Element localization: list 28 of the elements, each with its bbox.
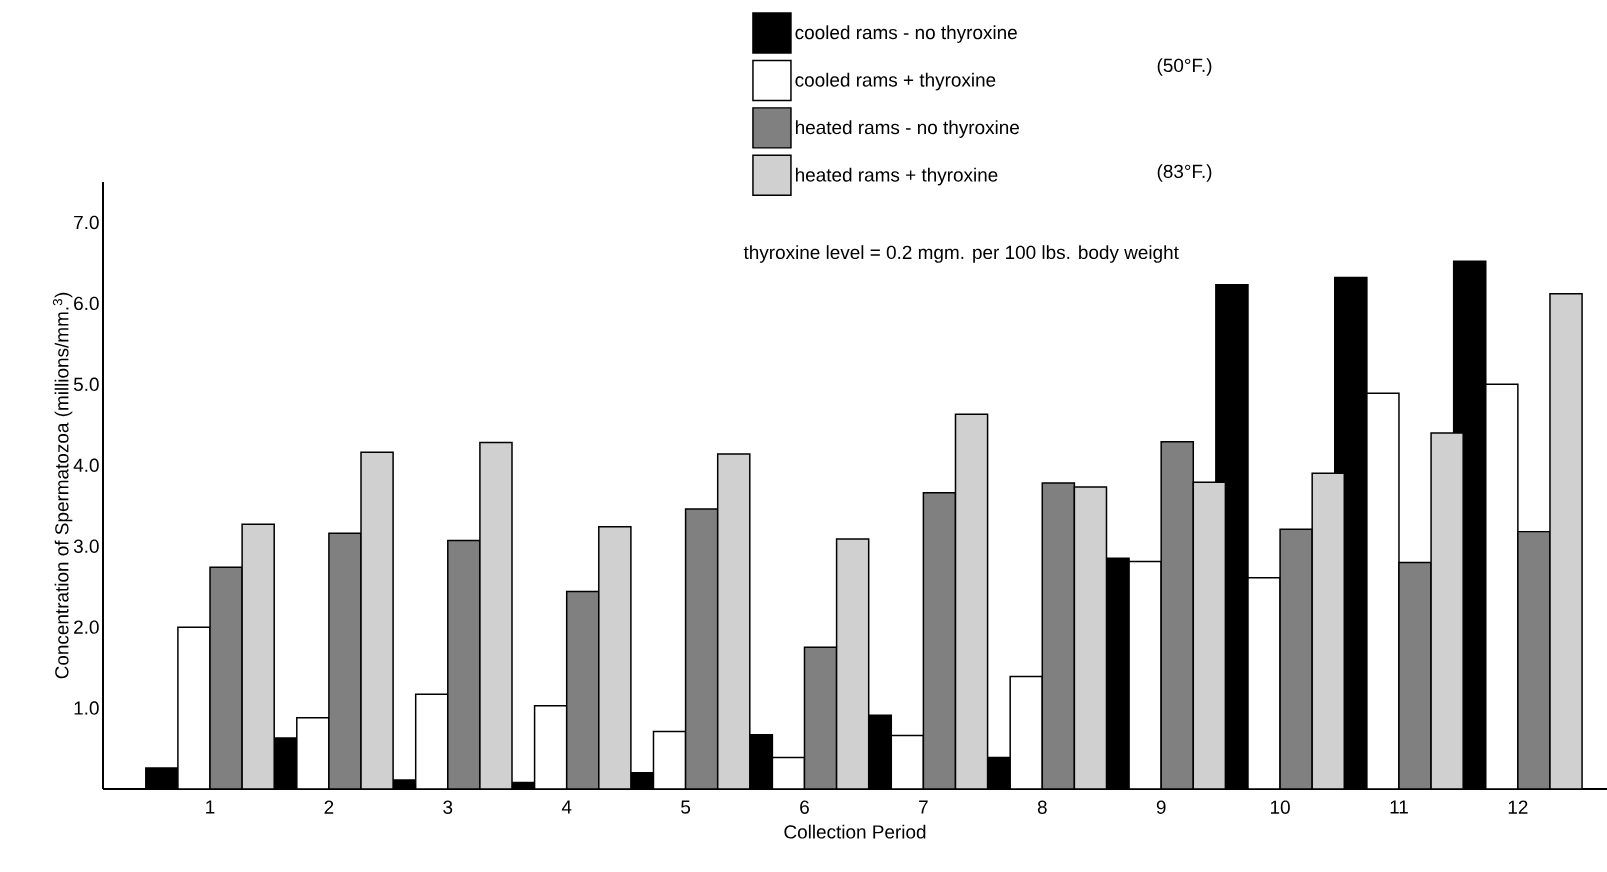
x-tick-label: 9 (1156, 800, 1166, 814)
text: (83°F.) (1157, 164, 1212, 182)
x-tick-label: 10 (1270, 800, 1290, 814)
x-axis-title: Collection Period (784, 824, 926, 839)
legend-label: heated rams - no thyroxine (796, 120, 1019, 138)
legend-label: heated rams + thyroxine (796, 167, 998, 186)
y-tick-label: 2.0 (74, 620, 99, 634)
x-tick-label: 12 (1508, 800, 1528, 814)
y-tick-label: 7.0 (74, 215, 99, 230)
y-tick-label: 1.0 (74, 701, 99, 715)
x-tick-label: 4 (561, 800, 572, 814)
x-tick-label: 3 (443, 800, 453, 814)
y-tick-label: 4.0 (73, 458, 99, 472)
x-tick-label: 7 (919, 800, 928, 814)
annotation: thyroxine level = 0.2 mgm. per 100 lbs. body weight (743, 245, 1179, 263)
x-tick-label: 1 (206, 800, 215, 814)
y-axis-title: Concentration of Spermatozoa (millions/mm.$^{3}$) (52, 292, 73, 679)
y-tick-label: 3.0 (73, 539, 99, 553)
x-tick-label: 6 (800, 800, 809, 814)
text: (50°F.) (1157, 58, 1212, 76)
x-tick-label: 11 (1390, 800, 1408, 814)
x-tick-label: 8 (1037, 800, 1047, 814)
y-tick-label: 5.0 (73, 377, 99, 392)
legend-label: cooled rams - no thyroxine (795, 25, 1017, 43)
y-tick-label: 6.0 (74, 296, 99, 311)
x-tick-label: 5 (681, 800, 691, 814)
x-tick-label: 2 (324, 800, 334, 814)
legend-label: cooled rams + thyroxine (795, 72, 996, 91)
